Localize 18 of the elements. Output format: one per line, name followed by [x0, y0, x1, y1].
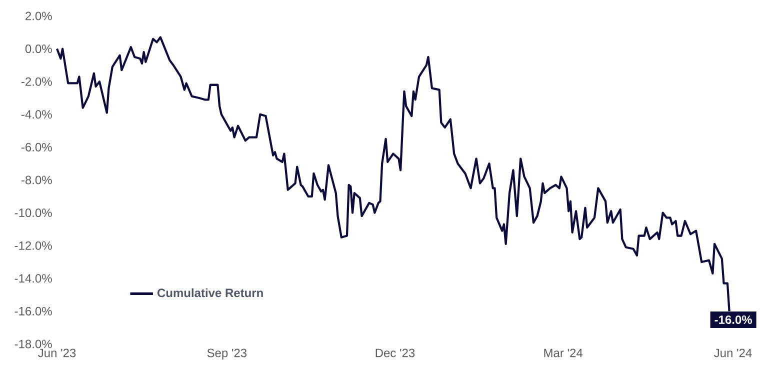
y-tick-label: -6.0%	[21, 142, 52, 152]
y-tick-label: -2.0%	[21, 77, 52, 86]
annotation: -16.0%	[714, 315, 752, 324]
y-tick-label: -14.0%	[14, 274, 52, 283]
x-tick-label: Jun '24	[714, 348, 752, 358]
y-tick-label: 2.0%	[26, 12, 52, 20]
y-tick-label: -18.0%	[14, 340, 52, 348]
x-tick-label: Dec '23	[376, 348, 415, 358]
y-tick-label: -8.0%	[21, 176, 52, 184]
y-tick-label: -16.0%	[14, 306, 52, 316]
x-tick-label: Sep '23	[207, 348, 247, 360]
y-tick-label: -4.0%	[21, 110, 52, 119]
y-tick-label: 0.0%	[25, 44, 52, 54]
x-tick-label: Jun '23	[38, 348, 76, 358]
legend-label: Cumulative Return	[157, 288, 263, 298]
y-tick-label: -10.0%	[14, 208, 52, 218]
x-tick-label: Mar '24	[544, 348, 583, 358]
y-tick-label: -12.0%	[14, 241, 52, 250]
